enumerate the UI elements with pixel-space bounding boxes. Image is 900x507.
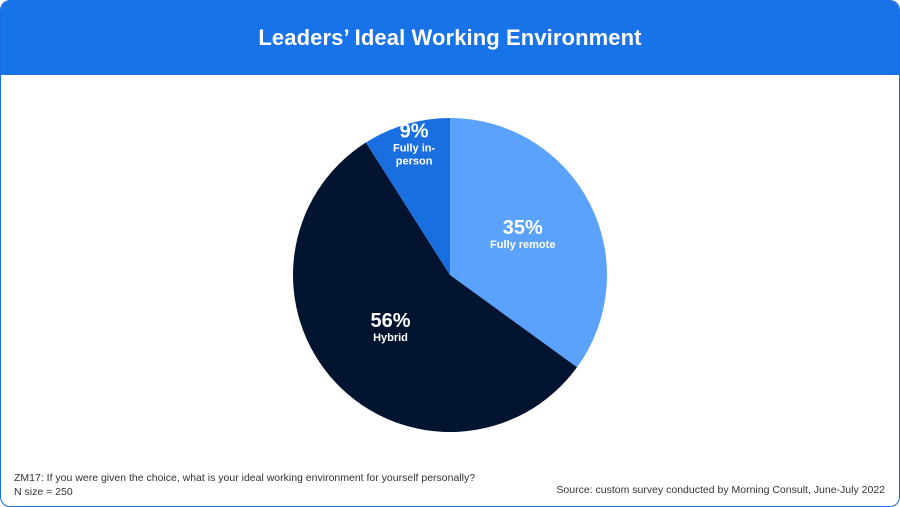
survey-question: ZM17: If you were given the choice, what… <box>14 472 476 484</box>
value-label-hybrid: 56% <box>370 310 410 332</box>
chart-title: Leaders’ Ideal Working Environment <box>258 25 642 50</box>
category-label-fully-in-person-line-2: person <box>396 155 433 167</box>
pie-slice-hybrid <box>293 142 578 432</box>
value-label-fully-in-person: 9% <box>400 120 429 142</box>
footnote: ZM17: If you were given the choice, what… <box>14 471 475 499</box>
pie-chart: 35%Fully remote 56%Hybrid 9%Fully in-perso… <box>293 118 607 432</box>
category-label-fully-remote: Fully remote <box>490 239 555 251</box>
pie-slice-fully-remote <box>450 118 607 368</box>
chart-header: Leaders’ Ideal Working Environment <box>1 1 899 75</box>
pie-chart-area: 35% Fully remote 56% Hybrid 9% Fully in-perso… <box>1 75 899 455</box>
category-label-hybrid: Hybrid <box>373 332 408 344</box>
value-label-fully-remote: 35% <box>503 217 543 239</box>
category-label-fully-in-person-line-1: Fully in- <box>393 142 436 154</box>
sample-size: N size = 250 <box>14 486 73 498</box>
pie-slice-fully-in-person <box>365 118 450 275</box>
source-note: Source: custom survey conducted by Morni… <box>556 484 885 496</box>
